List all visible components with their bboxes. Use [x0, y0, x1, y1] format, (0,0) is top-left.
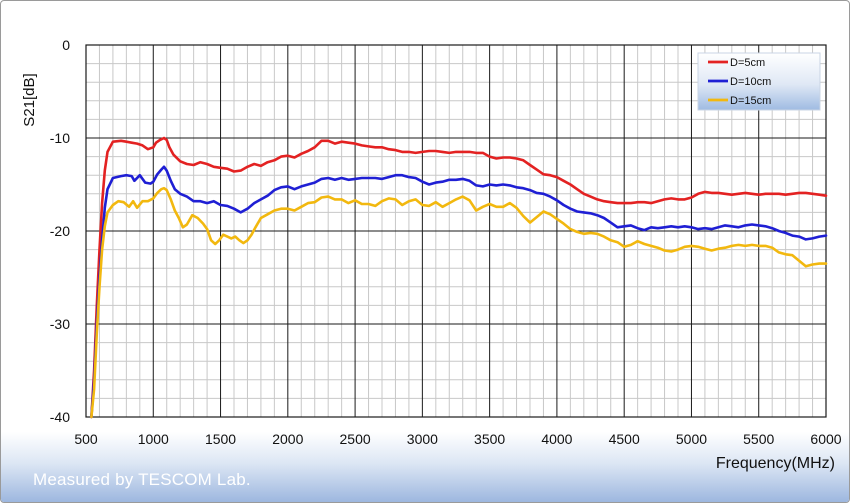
- y-tick-label: -40: [50, 409, 70, 425]
- plot-border: [85, 44, 827, 418]
- x-tick-label: 3500: [474, 431, 505, 447]
- y-tick-label: 0: [62, 37, 70, 53]
- y-tick-label: -30: [50, 316, 70, 332]
- footer-band: [1, 432, 849, 502]
- x-tick-label: 5500: [743, 431, 774, 447]
- x-tick-label: 6000: [810, 431, 841, 447]
- x-tick-label: 500: [74, 431, 98, 447]
- series-line-1: [90, 136, 828, 419]
- legend-label-1: D=5cm: [730, 57, 765, 69]
- x-tick-label: 3000: [407, 431, 438, 447]
- series-line-3: [90, 186, 828, 419]
- y-tick-label: -20: [50, 223, 70, 239]
- x-tick-label: 1000: [138, 431, 169, 447]
- legend-label-2: D=10cm: [730, 76, 771, 88]
- x-tick-label: 4500: [609, 431, 640, 447]
- legend: D=5cm D=10cm D=15cm: [697, 52, 821, 111]
- y-axis-label: S21[dB]: [21, 73, 38, 126]
- x-tick-label: 4000: [541, 431, 572, 447]
- series-line-2: [90, 165, 828, 419]
- legend-label-3: D=15cm: [730, 95, 771, 107]
- y-tick-label: -10: [50, 130, 70, 146]
- x-tick-label: 2000: [272, 431, 303, 447]
- x-tick-label: 5000: [676, 431, 707, 447]
- x-axis-label: Frequency(MHz): [716, 455, 835, 472]
- credit-text: Measured by TESCOM Lab.: [33, 470, 251, 489]
- x-tick-label: 2500: [340, 431, 371, 447]
- x-tick-label: 1500: [205, 431, 236, 447]
